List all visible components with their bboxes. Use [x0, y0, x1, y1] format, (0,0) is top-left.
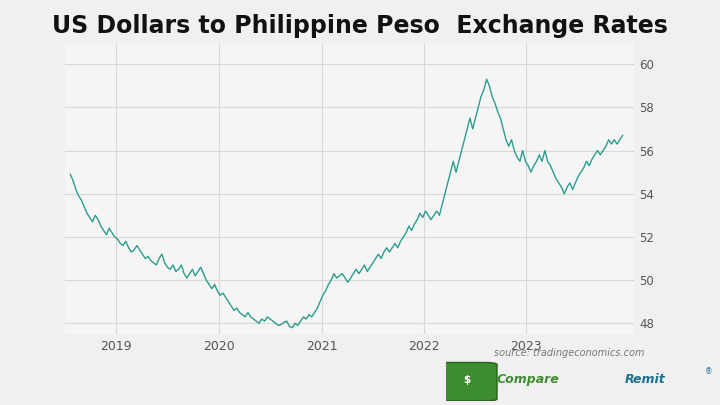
Text: US Dollars to Philippine Peso  Exchange Rates: US Dollars to Philippine Peso Exchange R…: [52, 14, 668, 38]
Text: Remit: Remit: [625, 373, 665, 386]
Text: $: $: [463, 375, 470, 385]
Text: Compare: Compare: [497, 373, 559, 386]
FancyBboxPatch shape: [436, 362, 497, 401]
Text: source: tradingeconomics.com: source: tradingeconomics.com: [494, 348, 644, 358]
Text: ®: ®: [705, 367, 712, 376]
